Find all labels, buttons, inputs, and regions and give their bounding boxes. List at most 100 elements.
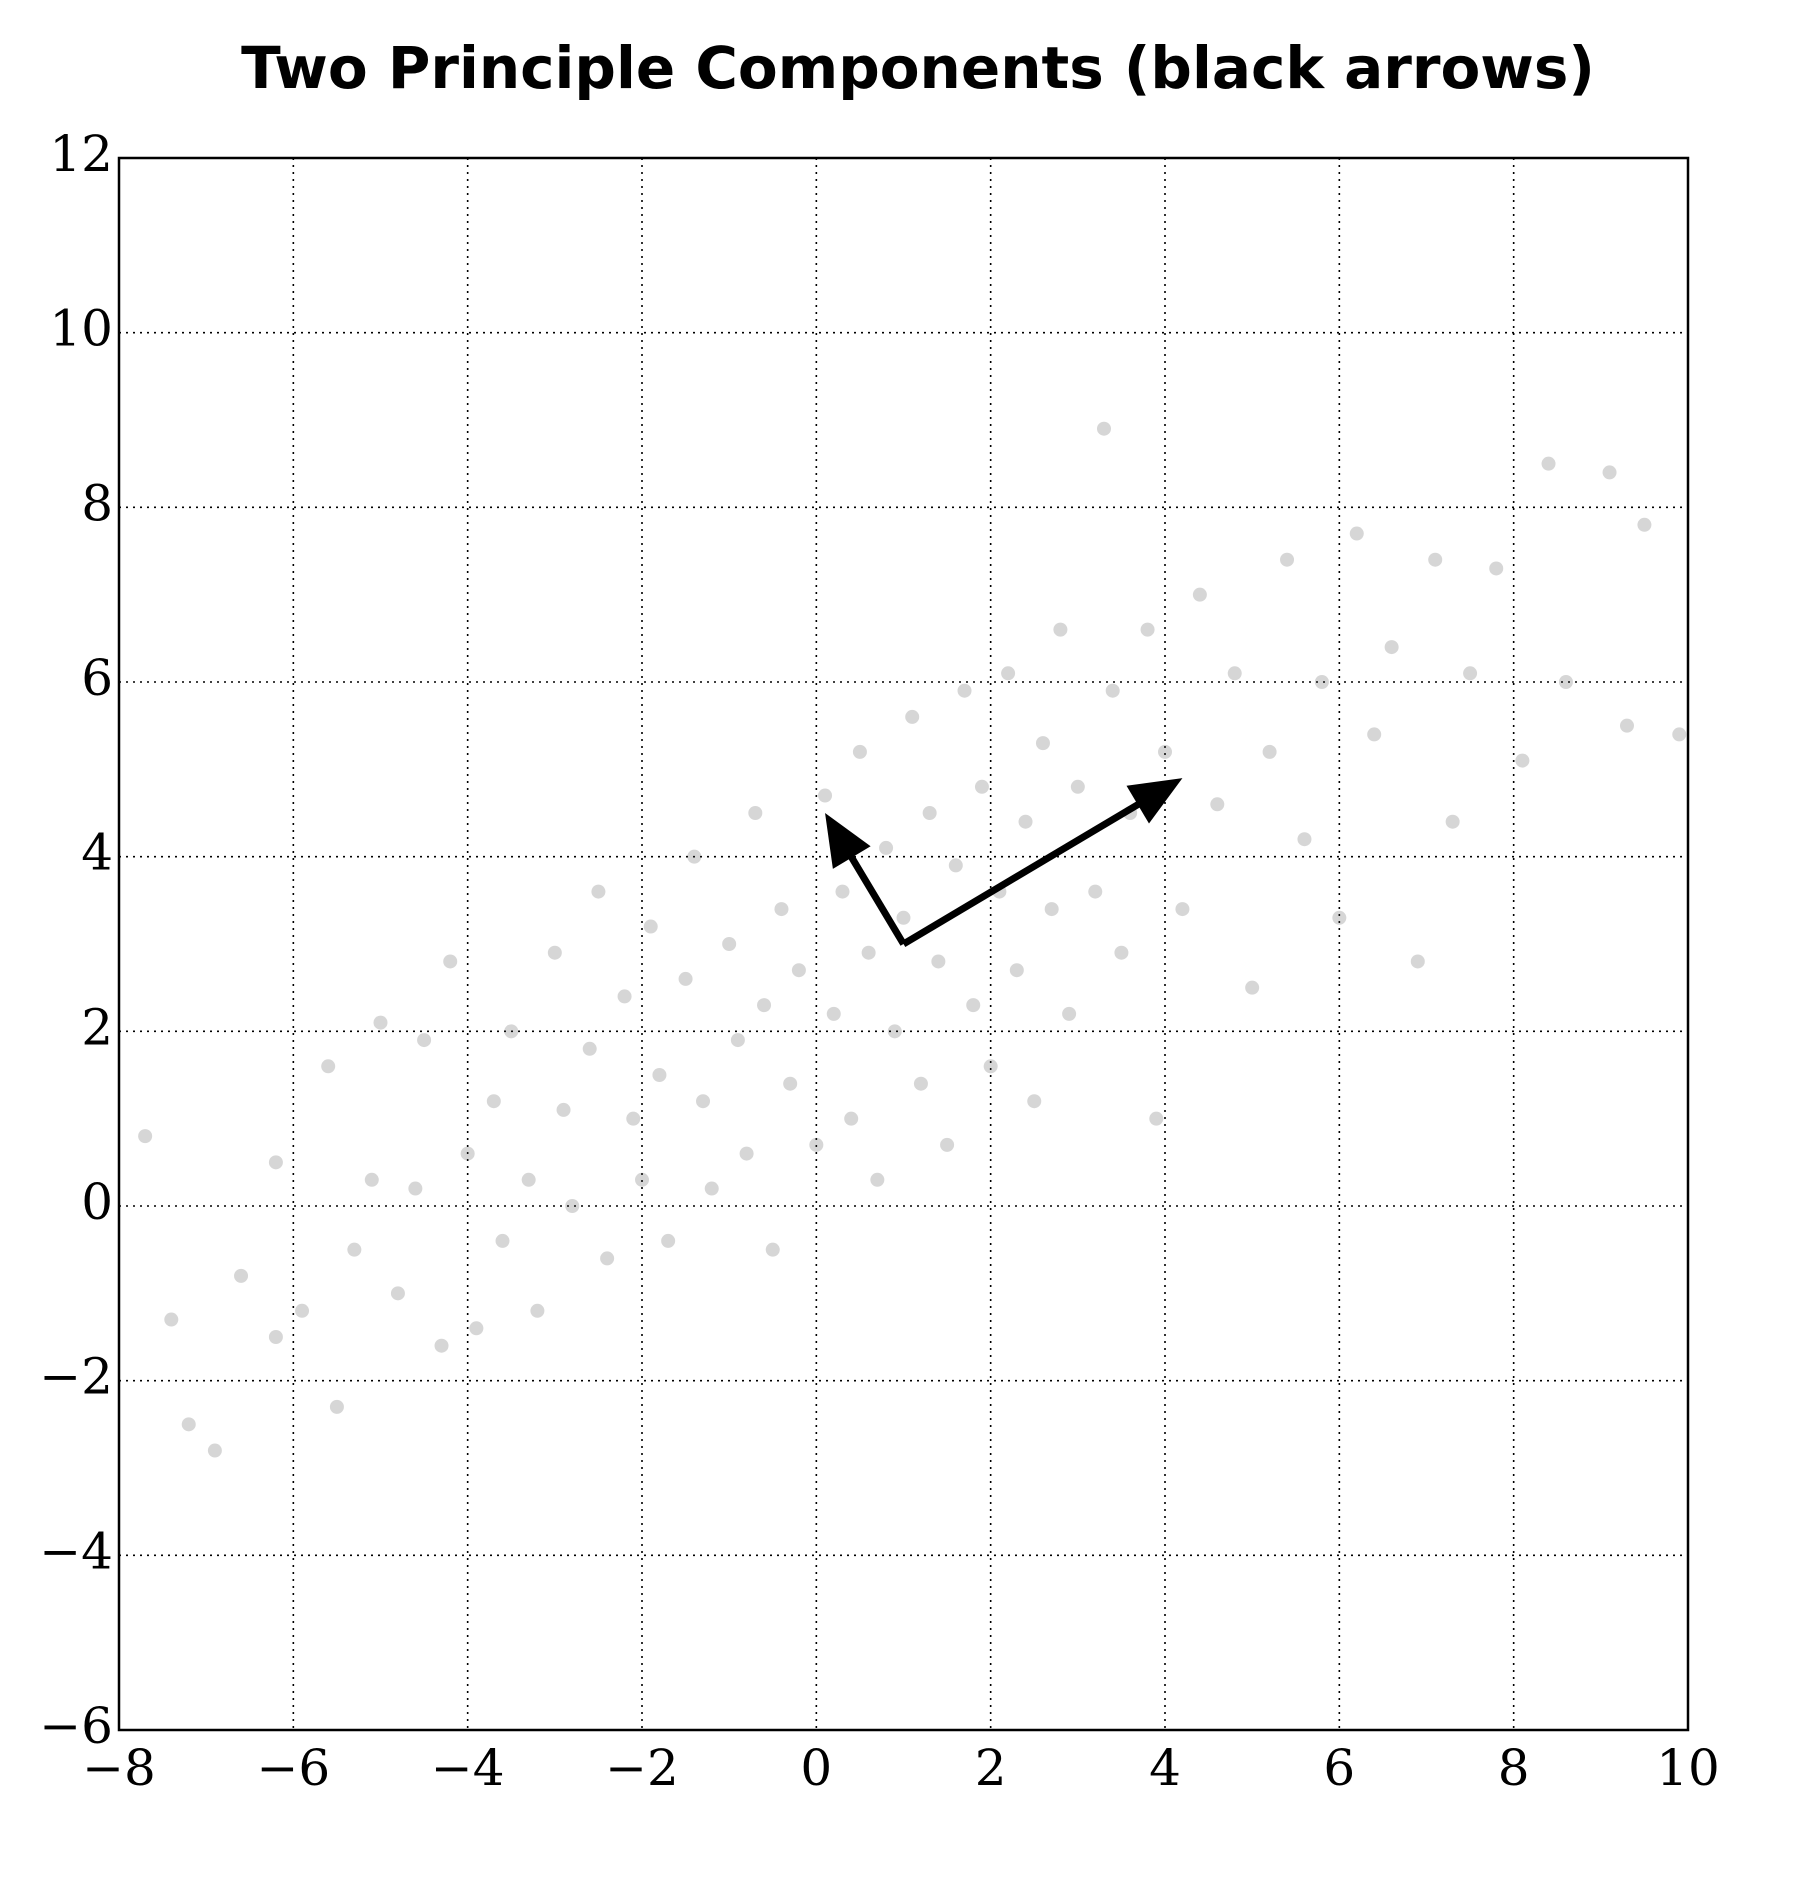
point	[1428, 552, 1443, 567]
point	[966, 998, 981, 1013]
arrow-head	[825, 813, 871, 869]
point	[957, 683, 972, 698]
point	[887, 1024, 902, 1039]
point	[678, 971, 693, 986]
points	[138, 421, 1687, 1458]
point	[1001, 666, 1016, 681]
point	[617, 989, 632, 1004]
point	[486, 1094, 501, 1109]
chart-title: Two Principle Components (black arrows)	[241, 34, 1595, 102]
point	[879, 840, 894, 855]
point	[1027, 1094, 1042, 1109]
point	[835, 884, 850, 899]
point	[1009, 963, 1024, 978]
point	[774, 902, 789, 917]
point	[207, 1443, 222, 1458]
point	[1070, 779, 1085, 794]
point	[818, 788, 833, 803]
point	[1140, 622, 1155, 637]
point	[861, 945, 876, 960]
x-tick-label: −6	[256, 1739, 330, 1797]
point	[1672, 727, 1687, 742]
point	[138, 1129, 153, 1144]
point	[931, 954, 946, 969]
point	[408, 1181, 423, 1196]
arrow-shaft	[901, 799, 1143, 948]
y-tick-label: −6	[39, 1697, 113, 1755]
point	[591, 884, 606, 899]
y-tick-label: 2	[81, 998, 113, 1056]
point	[1053, 622, 1068, 637]
point	[1410, 954, 1425, 969]
point	[1463, 666, 1478, 681]
point	[783, 1076, 798, 1091]
point	[635, 1172, 649, 1187]
point	[652, 1068, 667, 1082]
point	[1245, 980, 1260, 995]
point	[940, 1137, 955, 1152]
point	[696, 1094, 711, 1109]
point	[809, 1137, 824, 1152]
point	[321, 1059, 336, 1074]
point	[521, 1172, 536, 1187]
point	[556, 1102, 571, 1117]
point	[704, 1181, 719, 1196]
point	[922, 806, 937, 820]
point	[1210, 797, 1225, 812]
point	[1105, 683, 1120, 698]
point	[1158, 744, 1172, 759]
point	[1515, 753, 1530, 768]
point	[844, 1111, 859, 1126]
point	[1280, 552, 1295, 567]
x-tick-label: 0	[800, 1739, 832, 1797]
point	[757, 998, 772, 1013]
y-tick-label: 10	[49, 300, 113, 358]
point	[1541, 456, 1556, 471]
point	[1637, 517, 1652, 532]
point	[730, 1033, 745, 1048]
y-tick-label: 8	[81, 474, 113, 532]
point	[974, 779, 989, 794]
point	[390, 1286, 405, 1301]
point	[268, 1155, 283, 1170]
point	[1332, 910, 1347, 925]
point	[739, 1146, 754, 1161]
point	[164, 1312, 179, 1327]
point	[295, 1303, 310, 1318]
point	[1044, 902, 1059, 917]
point	[373, 1015, 388, 1030]
y-tick-label: 0	[81, 1173, 113, 1231]
point	[661, 1233, 676, 1248]
point	[582, 1041, 597, 1056]
point	[1088, 884, 1103, 899]
arrow-shaft	[846, 852, 907, 946]
point	[443, 954, 458, 969]
point	[722, 937, 737, 951]
point	[870, 1172, 885, 1187]
point	[826, 1006, 841, 1021]
x-tick-label: 10	[1656, 1739, 1720, 1797]
point	[748, 806, 763, 820]
point	[1602, 465, 1617, 480]
point	[495, 1233, 510, 1248]
x-tick-label: 8	[1498, 1739, 1530, 1797]
point	[913, 1076, 928, 1091]
point	[791, 963, 806, 978]
y-tick-label: 6	[81, 649, 113, 707]
point	[329, 1399, 344, 1414]
point	[1018, 814, 1033, 829]
point	[1367, 727, 1382, 742]
point	[948, 858, 963, 873]
point	[234, 1268, 249, 1283]
point	[417, 1033, 432, 1048]
point	[268, 1330, 283, 1344]
point	[1558, 675, 1573, 689]
x-tick-label: −8	[82, 1739, 156, 1797]
point	[1149, 1111, 1164, 1126]
x-tick-label: 4	[1149, 1739, 1181, 1797]
plot-frame	[117, 156, 1690, 1732]
point	[765, 1242, 780, 1257]
x-tick-label: 2	[975, 1739, 1007, 1797]
point	[469, 1321, 484, 1336]
